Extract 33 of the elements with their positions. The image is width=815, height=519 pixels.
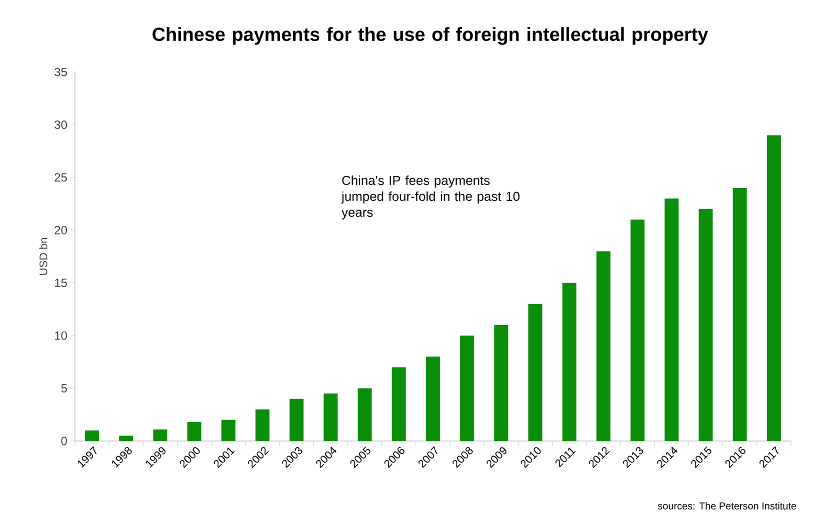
annotation: China's IP fees payments jumped four-fold in the past 10 years bbox=[341, 176, 520, 220]
bar bbox=[221, 420, 236, 441]
bar bbox=[596, 251, 610, 441]
bar bbox=[698, 209, 713, 441]
bar bbox=[528, 304, 542, 441]
bar bbox=[255, 409, 270, 441]
bar bbox=[119, 436, 134, 441]
y-tick-label: 30 bbox=[54, 120, 67, 129]
y-tick-label: 0 bbox=[61, 436, 67, 446]
y-tick-label: 35 bbox=[54, 68, 67, 76]
bar bbox=[460, 336, 474, 441]
y-axis-title: USD bn bbox=[39, 238, 48, 275]
bar bbox=[426, 356, 440, 441]
bar bbox=[153, 429, 168, 441]
bar bbox=[187, 422, 202, 441]
bar bbox=[664, 198, 679, 441]
bar bbox=[732, 188, 747, 441]
bar bbox=[324, 394, 338, 441]
bar bbox=[630, 220, 645, 441]
bar bbox=[494, 325, 508, 441]
bar bbox=[358, 388, 372, 441]
y-tick-label: 25 bbox=[54, 173, 67, 182]
y-tick-label: 20 bbox=[54, 226, 67, 234]
bar bbox=[562, 282, 576, 441]
bar bbox=[766, 135, 781, 441]
chart-title: Chinese payments for the use of foreign intellectual property bbox=[152, 27, 708, 45]
y-tick-label: 10 bbox=[55, 331, 67, 340]
y-tick-label: 5 bbox=[61, 384, 67, 392]
y-tick-label: 15 bbox=[55, 278, 67, 288]
bar bbox=[392, 367, 406, 441]
source-note: sources: The Peterson Institute bbox=[658, 502, 796, 510]
bar bbox=[290, 398, 304, 441]
bar bbox=[85, 430, 99, 441]
